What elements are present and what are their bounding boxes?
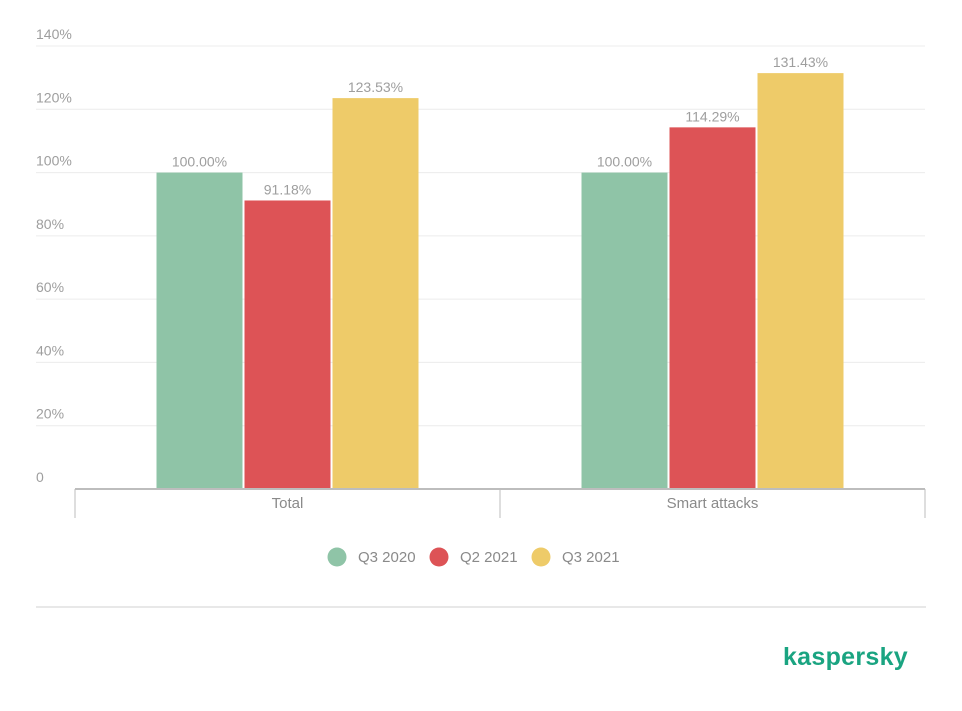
data-label: 114.29% — [685, 108, 739, 124]
y-axis: 0 20% 40% 60% 80% 100% 120% 140% — [36, 26, 72, 485]
x-axis: Total Smart attacks — [74, 488, 926, 518]
y-tick-label: 140% — [36, 26, 72, 42]
legend: Q3 2020 Q2 2021 Q3 2021 — [327, 547, 620, 567]
y-tick-label: 100% — [36, 153, 72, 169]
data-label: 123.53% — [348, 79, 403, 95]
kaspersky-logo: kaspersky — [783, 643, 908, 671]
legend-label: Q3 2021 — [562, 549, 620, 566]
data-label: 100.00% — [597, 154, 652, 170]
data-labels: 100.00% 91.18% 123.53% 100.00% 114.29% 131.43… — [172, 54, 828, 197]
y-tick-label: 60% — [36, 279, 64, 295]
bar — [581, 172, 668, 490]
legend-label: Q3 2020 — [358, 549, 416, 566]
y-tick-label: 20% — [36, 406, 64, 422]
y-tick-label: 0 — [36, 469, 44, 485]
legend-label: Q2 2021 — [460, 549, 518, 566]
category-label: Total — [272, 495, 304, 512]
data-label: 91.18% — [264, 181, 311, 197]
legend-swatch — [327, 547, 347, 567]
y-tick-label: 40% — [36, 342, 64, 358]
legend-swatch — [429, 547, 449, 567]
bars — [156, 73, 844, 490]
category-label: Smart attacks — [667, 495, 759, 512]
bar — [244, 200, 331, 490]
y-tick-label: 80% — [36, 216, 64, 232]
data-label: 131.43% — [773, 54, 828, 70]
bar — [757, 73, 844, 490]
data-label: 100.00% — [172, 154, 227, 170]
bar — [156, 172, 243, 490]
y-tick-label: 120% — [36, 89, 72, 105]
bar — [332, 98, 419, 489]
legend-swatch — [531, 547, 551, 567]
bar — [669, 127, 756, 489]
